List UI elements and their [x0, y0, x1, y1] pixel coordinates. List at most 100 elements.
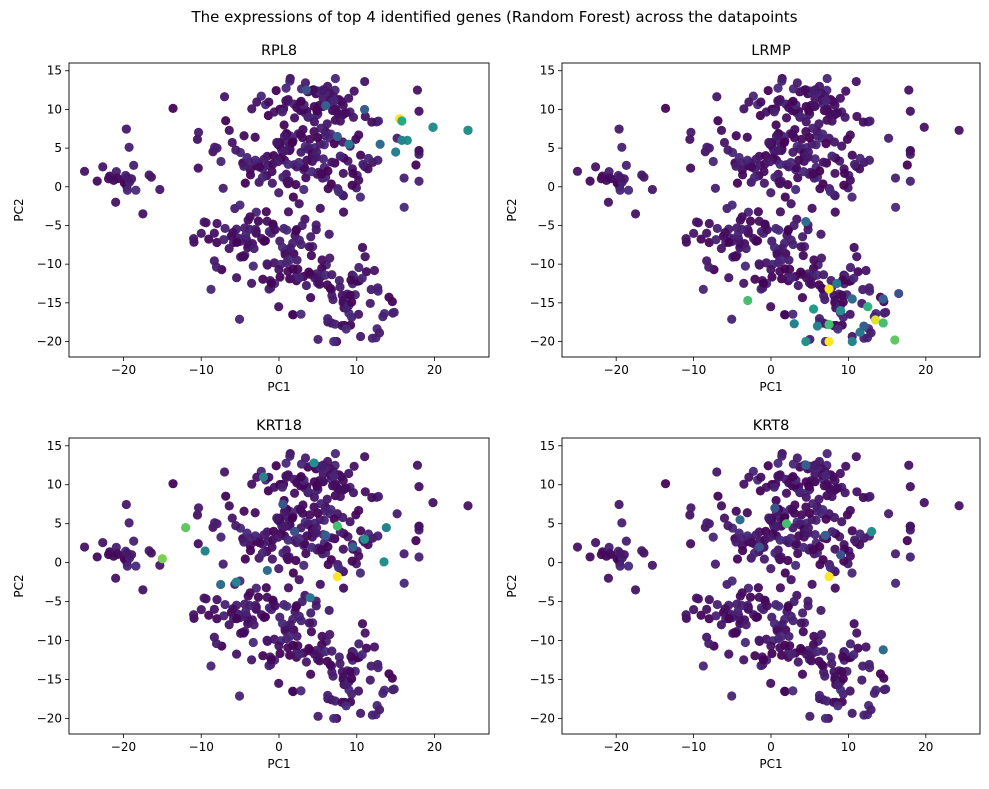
y-tick-label: 15 — [540, 64, 555, 78]
scatter-point — [702, 228, 712, 238]
scatter-point — [727, 314, 737, 324]
scatter-point — [243, 215, 253, 225]
scatter-point — [796, 267, 806, 277]
y-axis-label: PC2 — [12, 198, 26, 221]
scatter-point — [239, 252, 249, 262]
scatter-point — [686, 503, 696, 513]
scatter-point — [284, 632, 294, 642]
scatter-point — [752, 612, 763, 622]
scatter-point — [365, 675, 375, 685]
scatter-point — [601, 175, 612, 185]
scatter-point — [196, 228, 206, 239]
scatter-point — [320, 506, 330, 516]
scatter-points — [79, 448, 473, 724]
highlight-point — [278, 499, 288, 509]
scatter-point — [786, 157, 796, 168]
scatter-point — [759, 178, 769, 188]
scatter-point — [810, 529, 820, 540]
x-tick-label: −20 — [604, 363, 629, 377]
scatter-point — [615, 185, 625, 195]
scatter-point — [747, 162, 757, 172]
scatter-point — [786, 649, 796, 659]
scatter-point — [797, 293, 808, 303]
highlight-point — [801, 217, 811, 227]
scatter-point — [193, 503, 204, 513]
scatter-point — [621, 536, 631, 546]
scatter-point — [881, 684, 891, 694]
scatter-point — [685, 134, 695, 145]
scatter-point — [818, 646, 829, 656]
scatter-point — [686, 127, 696, 137]
scatter-point — [590, 162, 601, 172]
highlight-point — [836, 550, 846, 560]
scatter-point — [327, 481, 338, 491]
scatter-point — [724, 614, 734, 624]
scatter-point — [122, 548, 132, 558]
y-tick-label: −15 — [37, 672, 62, 686]
scatter-point — [821, 139, 831, 149]
scatter-point — [334, 562, 344, 573]
scatter-point — [254, 538, 265, 548]
highlight-point — [801, 336, 811, 347]
scatter-point — [335, 491, 345, 502]
scatter-point — [775, 159, 785, 169]
scatter-point — [796, 510, 807, 520]
scatter-point — [355, 192, 366, 202]
scatter-point — [240, 599, 250, 609]
scatter-points — [572, 73, 964, 347]
scatter-point — [732, 554, 743, 564]
scatter-point — [733, 606, 743, 617]
y-tick-label: 15 — [540, 439, 555, 453]
highlight-point — [305, 593, 315, 603]
scatter-point — [719, 513, 730, 523]
scatter-point — [274, 564, 284, 574]
scatter-point — [780, 264, 790, 274]
highlight-point — [289, 526, 300, 537]
scatter-point — [776, 632, 786, 642]
scatter-point — [327, 270, 337, 280]
scatter-point — [776, 255, 786, 266]
scatter-point — [249, 243, 259, 254]
scatter-point — [798, 232, 808, 242]
scatter-point — [92, 176, 102, 186]
scatter-point — [204, 234, 214, 244]
scatter-point — [788, 686, 798, 696]
scatter-point — [189, 233, 199, 244]
scatter-point — [245, 546, 256, 556]
scatter-point — [231, 273, 242, 283]
scatter-point — [239, 131, 249, 141]
scatter-point — [866, 328, 876, 338]
scatter-point — [769, 618, 780, 629]
scatter-point — [335, 659, 345, 669]
scatter-point — [769, 242, 780, 252]
scatter-point — [252, 472, 262, 482]
x-tick-label: 10 — [349, 740, 364, 754]
scatter-point — [138, 585, 148, 595]
scatter-point — [260, 612, 271, 622]
scatter-point — [218, 183, 228, 193]
scatter-point — [793, 548, 803, 559]
scatter-point — [786, 199, 796, 209]
scatter-point — [79, 166, 90, 176]
highlight-point — [321, 530, 331, 540]
scatter-point — [109, 175, 119, 185]
scatter-point — [247, 479, 257, 489]
scatter-point — [306, 250, 317, 261]
subplot-title: KRT8 — [753, 418, 790, 434]
scatter-point — [764, 513, 774, 523]
scatter-point — [399, 173, 409, 183]
scatter-point — [711, 235, 721, 245]
scatter-point — [704, 638, 714, 649]
scatter-point — [204, 610, 214, 620]
scatter-point — [259, 530, 269, 540]
scatter-point — [601, 551, 612, 561]
scatter-point — [818, 157, 829, 167]
scatter-point — [841, 86, 851, 96]
scatter-point — [279, 131, 290, 141]
scatter-point — [387, 296, 397, 307]
scatter-point — [277, 107, 287, 117]
highlight-point — [820, 530, 830, 540]
highlight-point — [359, 104, 370, 115]
scatter-point — [763, 461, 773, 471]
scatter-point — [849, 273, 859, 283]
